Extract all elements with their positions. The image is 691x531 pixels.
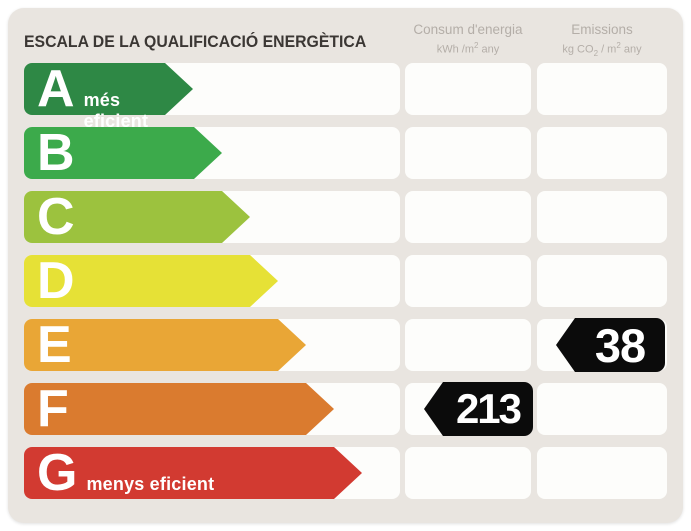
scale-row-c: C: [8, 191, 683, 243]
consum-header-unit: kWh /m2 any: [436, 40, 500, 56]
consum-cell: [405, 191, 531, 243]
emissions-header-title: Emissions: [571, 22, 633, 37]
emissions-cell: [537, 255, 667, 307]
scale-row-d: D: [8, 255, 683, 307]
left-arrow-icon: [556, 318, 575, 372]
bar-arrow-tip-icon: [306, 383, 334, 435]
bar-arrow-tip-icon: [278, 319, 306, 371]
rating-letter: F: [37, 380, 69, 438]
bar-arrow-tip-icon: [222, 191, 250, 243]
rating-letter: A: [37, 60, 75, 118]
efficiency-note: menys eficient: [86, 474, 215, 494]
efficiency-note: més eficient: [83, 90, 149, 131]
rating-letter: D: [37, 252, 75, 310]
rating-bar-d: D: [24, 252, 278, 310]
page-title: ESCALA DE LA QUALIFICACIÓ ENERGÈTICA: [24, 32, 367, 51]
emissions-cell: [537, 447, 667, 499]
scale-row-b: B: [8, 127, 683, 179]
consum-value: 213: [443, 382, 533, 436]
emissions-value-badge: 38: [556, 318, 665, 372]
emissions-cell: [537, 63, 667, 115]
rating-bar-e: E: [24, 316, 306, 374]
rating-letter: B: [37, 124, 75, 182]
consum-value-badge: 213: [424, 382, 533, 436]
bar-arrow-tip-icon: [165, 63, 193, 115]
bar-arrow-tip-icon: [334, 447, 362, 499]
bar-arrow-tip-icon: [194, 127, 222, 179]
emissions-cell: [537, 127, 667, 179]
consum-cell: [405, 319, 531, 371]
left-arrow-icon: [424, 382, 443, 436]
rating-bar-f: F: [24, 380, 334, 438]
emissions-value: 38: [575, 318, 665, 372]
energy-scale-card: ESCALA DE LA QUALIFICACIÓ ENERGÈTICA Con…: [8, 8, 683, 523]
rating-bar-c: C: [24, 188, 250, 246]
scale-row-f: F: [8, 383, 683, 435]
consum-cell: [405, 255, 531, 307]
rating-letter: E: [37, 316, 72, 374]
consum-cell: [405, 447, 531, 499]
rating-letter: G: [37, 444, 78, 502]
column-header-emissions: Emissions kg CO2 / m2 any: [537, 20, 667, 59]
emissions-cell: [537, 191, 667, 243]
rating-bar-b: B: [24, 124, 222, 182]
bar-arrow-tip-icon: [250, 255, 278, 307]
emissions-header-unit: kg CO2 / m2 any: [562, 40, 642, 58]
emissions-cell: [537, 383, 667, 435]
column-header-consum: Consum d'energia kWh /m2 any: [405, 20, 531, 58]
consum-header-title: Consum d'energia: [413, 22, 523, 37]
rating-letter: C: [37, 188, 75, 246]
consum-cell: [405, 127, 531, 179]
consum-cell: [405, 63, 531, 115]
